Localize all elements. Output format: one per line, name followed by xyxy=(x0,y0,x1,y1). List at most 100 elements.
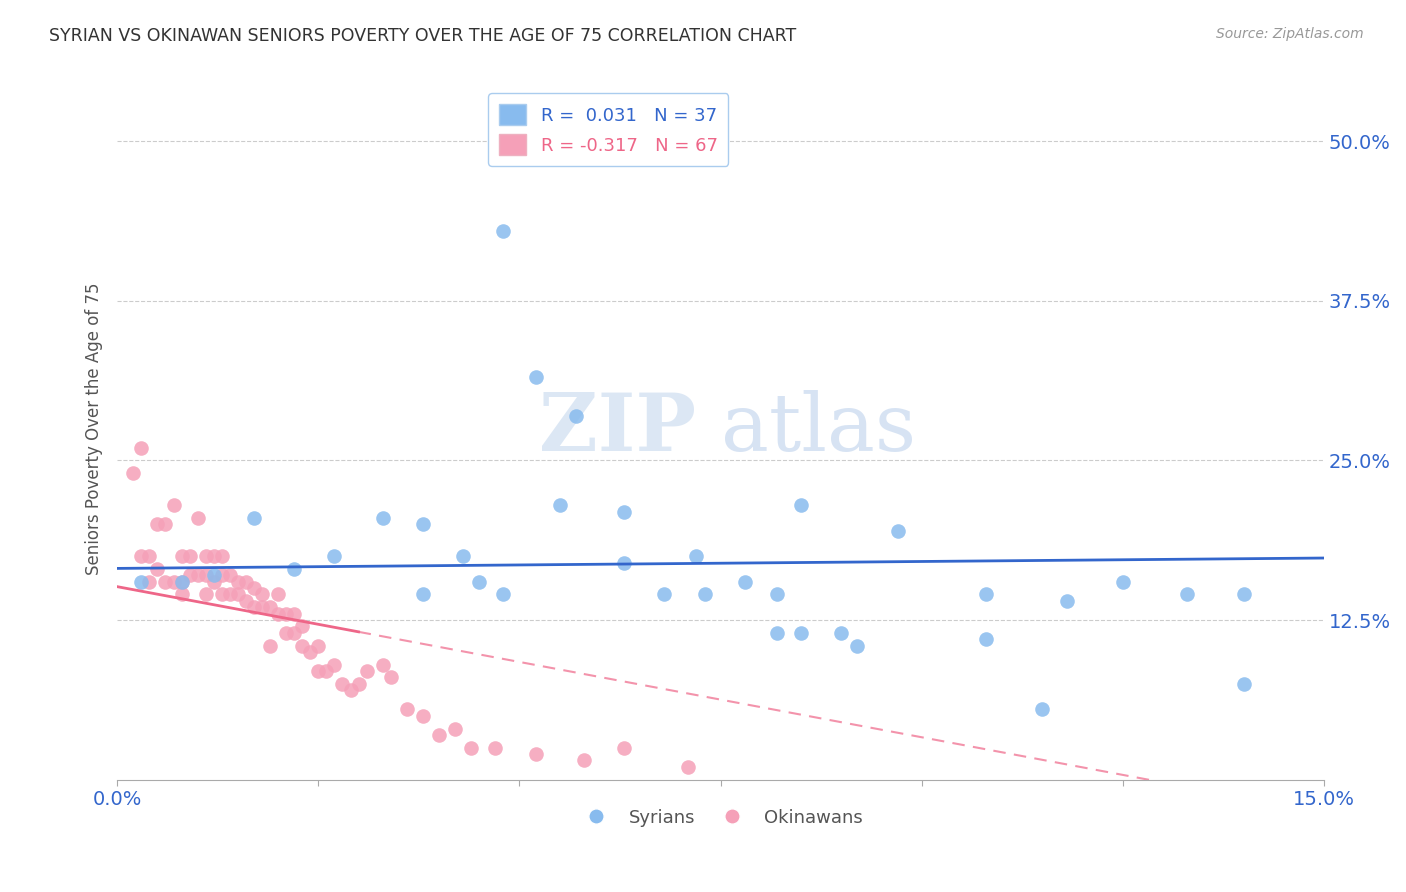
Point xyxy=(460,740,482,755)
Text: atlas: atlas xyxy=(721,390,915,467)
Point xyxy=(250,587,273,601)
Point xyxy=(211,549,233,564)
Point xyxy=(283,562,305,576)
Point xyxy=(444,722,467,736)
Point xyxy=(734,574,756,589)
Point xyxy=(830,625,852,640)
Point xyxy=(250,600,273,615)
Point xyxy=(283,607,305,621)
Point xyxy=(685,549,707,564)
Point xyxy=(267,607,290,621)
Point xyxy=(380,671,402,685)
Point xyxy=(218,587,240,601)
Text: SYRIAN VS OKINAWAN SENIORS POVERTY OVER THE AGE OF 75 CORRELATION CHART: SYRIAN VS OKINAWAN SENIORS POVERTY OVER … xyxy=(49,27,796,45)
Point xyxy=(613,556,636,570)
Point xyxy=(315,664,337,678)
Point xyxy=(243,511,266,525)
Point xyxy=(412,708,434,723)
Point xyxy=(259,639,281,653)
Point xyxy=(218,568,240,582)
Point xyxy=(146,517,169,532)
Point xyxy=(259,600,281,615)
Point xyxy=(235,574,257,589)
Point xyxy=(652,587,675,601)
Point xyxy=(138,574,160,589)
Point xyxy=(790,498,813,512)
Point xyxy=(347,677,370,691)
Point xyxy=(339,683,361,698)
Point xyxy=(1232,677,1254,691)
Point xyxy=(211,587,233,601)
Point xyxy=(332,677,354,691)
Point xyxy=(678,760,700,774)
Point xyxy=(187,568,209,582)
Point xyxy=(468,574,491,589)
Point xyxy=(846,639,869,653)
Point xyxy=(138,549,160,564)
Point xyxy=(146,562,169,576)
Point xyxy=(170,574,193,589)
Point xyxy=(194,568,217,582)
Y-axis label: Seniors Poverty Over the Age of 75: Seniors Poverty Over the Age of 75 xyxy=(86,282,103,574)
Point xyxy=(235,594,257,608)
Point xyxy=(243,581,266,595)
Point xyxy=(276,607,298,621)
Point xyxy=(267,587,290,601)
Point xyxy=(613,504,636,518)
Point xyxy=(371,511,394,525)
Point xyxy=(155,517,177,532)
Legend: Syrians, Okinawans: Syrians, Okinawans xyxy=(571,801,870,834)
Point xyxy=(548,498,571,512)
Point xyxy=(307,664,329,678)
Point xyxy=(1232,587,1254,601)
Point xyxy=(323,549,346,564)
Point xyxy=(307,639,329,653)
Point xyxy=(766,625,789,640)
Point xyxy=(202,574,225,589)
Point xyxy=(131,549,153,564)
Point xyxy=(427,728,450,742)
Point xyxy=(492,587,515,601)
Point xyxy=(1112,574,1135,589)
Point xyxy=(131,441,153,455)
Point xyxy=(451,549,474,564)
Point xyxy=(162,498,184,512)
Point xyxy=(565,409,588,423)
Point xyxy=(226,587,249,601)
Point xyxy=(323,657,346,672)
Point xyxy=(226,574,249,589)
Point xyxy=(187,511,209,525)
Point xyxy=(202,568,225,582)
Point xyxy=(974,632,997,647)
Point xyxy=(194,587,217,601)
Point xyxy=(179,568,201,582)
Point xyxy=(291,639,314,653)
Point xyxy=(492,224,515,238)
Point xyxy=(243,600,266,615)
Point xyxy=(170,549,193,564)
Point xyxy=(484,740,506,755)
Point xyxy=(122,467,145,481)
Point xyxy=(395,702,418,716)
Point xyxy=(613,740,636,755)
Point xyxy=(1031,702,1053,716)
Point xyxy=(162,574,184,589)
Point xyxy=(170,574,193,589)
Point xyxy=(211,568,233,582)
Point xyxy=(131,574,153,589)
Point xyxy=(693,587,716,601)
Point xyxy=(524,370,547,384)
Point xyxy=(179,549,201,564)
Point xyxy=(299,645,322,659)
Point xyxy=(572,754,595,768)
Point xyxy=(291,619,314,633)
Point xyxy=(412,517,434,532)
Point xyxy=(1175,587,1198,601)
Point xyxy=(766,587,789,601)
Point xyxy=(283,625,305,640)
Point xyxy=(886,524,908,538)
Point xyxy=(170,587,193,601)
Point xyxy=(155,574,177,589)
Point xyxy=(524,747,547,761)
Point xyxy=(356,664,378,678)
